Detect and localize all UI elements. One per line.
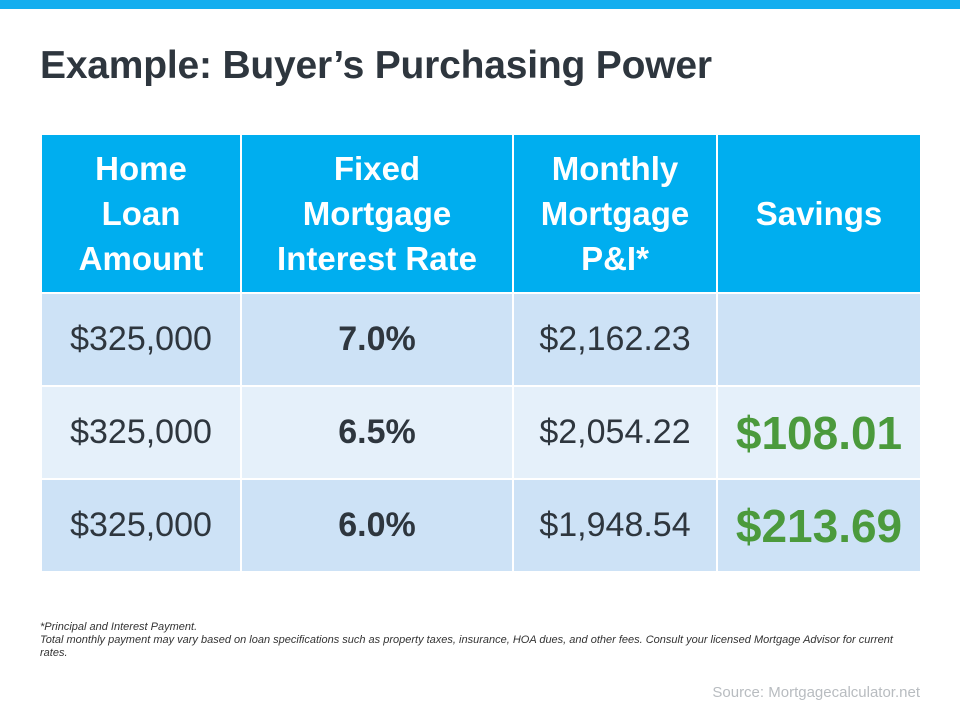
loan-amount: $325,000: [40, 292, 242, 387]
purchasing-power-table: Home Loan Amount Fixed Mortgage Interest…: [40, 133, 922, 573]
interest-rate: 6.0%: [240, 478, 514, 573]
footnote-principal: *Principal and Interest Payment.: [40, 621, 198, 633]
savings: $213.69: [716, 478, 922, 573]
monthly-payment: $2,054.22: [512, 385, 718, 480]
table-row: $325,000 7.0% $2,162.23: [40, 292, 922, 387]
header-savings: Savings: [716, 133, 922, 294]
interest-rate: 7.0%: [240, 292, 514, 387]
top-accent-bar: [0, 0, 960, 9]
loan-amount: $325,000: [40, 385, 242, 480]
footnotes: *Principal and Interest Payment. Total m…: [40, 621, 910, 660]
loan-amount: $325,000: [40, 478, 242, 573]
savings: $108.01: [716, 385, 922, 480]
header-interest-rate: Fixed Mortgage Interest Rate: [240, 133, 514, 294]
table-row: $325,000 6.0% $1,948.54 $213.69: [40, 478, 922, 573]
page-title: Example: Buyer’s Purchasing Power: [40, 44, 712, 87]
interest-rate: 6.5%: [240, 385, 514, 480]
source-note: Source: Mortgagecalculator.net: [712, 684, 920, 701]
savings: [716, 292, 922, 387]
monthly-payment: $2,162.23: [512, 292, 718, 387]
table-row: $325,000 6.5% $2,054.22 $108.01: [40, 385, 922, 480]
header-monthly-payment: Monthly Mortgage P&I*: [512, 133, 718, 294]
header-home-loan-amount: Home Loan Amount: [40, 133, 242, 294]
monthly-payment: $1,948.54: [512, 478, 718, 573]
footnote-disclaimer: Total monthly payment may vary based on …: [40, 634, 893, 659]
